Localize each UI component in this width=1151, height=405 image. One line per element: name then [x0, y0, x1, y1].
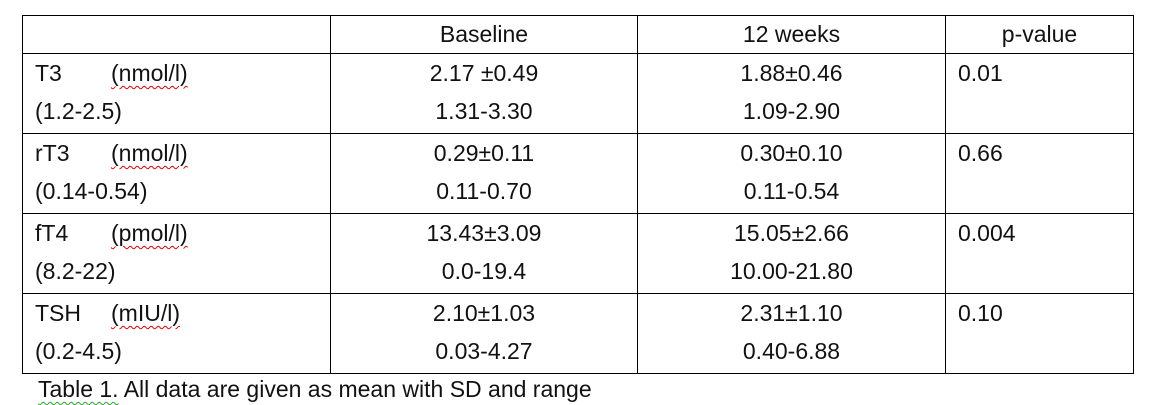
baseline-range: 0.0-19.4: [441, 258, 527, 284]
week12-range: 0.11-0.54: [743, 178, 840, 204]
p-value: 0.01: [945, 53, 1134, 134]
p-value: 0.10: [945, 293, 1134, 374]
baseline-mean: 2.10±1.03: [432, 300, 536, 326]
caption-text: All data are given as mean with SD and r…: [123, 376, 592, 402]
parameter-unit: (mIU/l): [111, 300, 180, 326]
week12-mean: 15.05±2.66: [734, 220, 849, 246]
parameter-cell: fT4 (pmol/l) (8.2-22): [22, 213, 331, 294]
table-row: T3 (nmol/l) (1.2-2.5) 2.17 ±0.49 1.31-3.30 1.…: [22, 53, 1134, 134]
reference-range: (0.14-0.54): [35, 178, 148, 204]
parameter-unit: (nmol/l): [111, 140, 188, 166]
parameter-name: fT4: [35, 220, 69, 246]
week12-range: 1.09-2.90: [742, 98, 841, 124]
caption-label: Table 1.: [38, 376, 119, 402]
week12-cell: 15.05±2.66 10.00-21.80: [637, 213, 946, 294]
parameter-name: T3: [35, 60, 62, 86]
baseline-mean: 13.43±3.09: [426, 220, 542, 246]
baseline-range: 1.31-3.30: [435, 98, 533, 124]
baseline-mean: 2.17 ±0.49: [429, 60, 539, 86]
table-row: TSH (mIU/l) (0.2-4.5) 2.10±1.03 0.03-4.27 2.3…: [22, 293, 1134, 374]
week12-range: 10.00-21.80: [730, 258, 853, 284]
week12-range: 0.40-6.88: [742, 338, 841, 364]
week12-mean: 1.88±0.46: [740, 60, 843, 86]
p-value: 0.004: [945, 213, 1134, 294]
baseline-cell: 2.10±1.03 0.03-4.27: [330, 293, 638, 374]
parameter-line: T3 (nmol/l): [35, 54, 330, 92]
baseline-cell: 13.43±3.09 0.0-19.4: [330, 213, 638, 294]
reference-range: (0.2-4.5): [35, 338, 122, 364]
parameter-line: rT3 (nmol/l): [35, 134, 330, 172]
parameter-name: TSH: [35, 300, 81, 326]
week12-cell: 0.30±0.10 0.11-0.54: [637, 133, 946, 214]
baseline-cell: 2.17 ±0.49 1.31-3.30: [330, 53, 638, 134]
parameter-name: rT3: [35, 140, 70, 166]
baseline-cell: 0.29±0.11 0.11-0.70: [330, 133, 638, 214]
week12-mean: 2.31±1.10: [740, 300, 843, 326]
corner-cell: [22, 15, 331, 54]
p-value: 0.66: [945, 133, 1134, 214]
baseline-mean: 0.29±0.11: [433, 140, 535, 166]
parameter-cell: rT3 (nmol/l) (0.14-0.54): [22, 133, 331, 214]
table-row: rT3 (nmol/l) (0.14-0.54) 0.29±0.11 0.11-0.70…: [22, 133, 1134, 214]
parameter-cell: T3 (nmol/l) (1.2-2.5): [22, 53, 331, 134]
table-body: T3 (nmol/l) (1.2-2.5) 2.17 ±0.49 1.31-3.30 1.…: [22, 53, 1134, 374]
header-row: Baseline 12 weeks p-value: [22, 15, 1134, 54]
baseline-range: 0.03-4.27: [435, 338, 533, 364]
data-table: Baseline 12 weeks p-value T3 (nmol/l) (1.2…: [22, 15, 1134, 374]
header-cell: 12 weeks: [637, 15, 946, 54]
week12-cell: 1.88±0.46 1.09-2.90: [637, 53, 946, 134]
parameter-line: fT4 (pmol/l): [35, 214, 330, 252]
table-row: fT4 (pmol/l) (8.2-22) 13.43±3.09 0.0-19.4 15.…: [22, 213, 1134, 294]
parameter-cell: TSH (mIU/l) (0.2-4.5): [22, 293, 331, 374]
header-cell: Baseline: [330, 15, 638, 54]
baseline-range: 0.11-0.70: [436, 178, 532, 204]
parameter-unit: (pmol/l): [111, 220, 188, 246]
header-cell: p-value: [945, 15, 1134, 54]
parameter-line: TSH (mIU/l): [35, 294, 330, 332]
caption: Table 1. All data are given as mean with…: [38, 376, 592, 403]
reference-range: (8.2-22): [35, 258, 116, 284]
reference-range: (1.2-2.5): [35, 98, 122, 124]
week12-mean: 0.30±0.10: [740, 140, 843, 166]
parameter-unit: (nmol/l): [111, 60, 188, 86]
week12-cell: 2.31±1.10 0.40-6.88: [637, 293, 946, 374]
